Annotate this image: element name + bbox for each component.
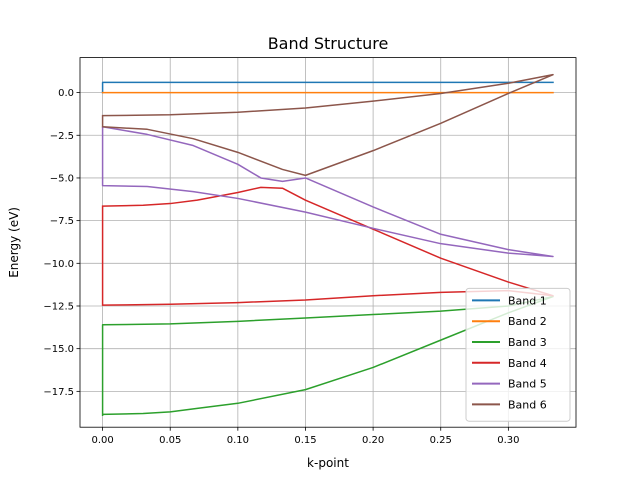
legend-label: Band 1	[508, 294, 547, 307]
legend-label: Band 4	[508, 357, 547, 370]
axes-frame	[79, 57, 577, 428]
y-tick-label: 0.0	[58, 88, 74, 99]
y-tick-label: −7.5	[50, 216, 74, 227]
x-tick-label: 0.00	[91, 435, 113, 446]
y-tick-label: −10.0	[43, 259, 74, 270]
x-tick-label: 0.15	[294, 435, 316, 446]
y-tick-label: −15.0	[43, 344, 74, 355]
y-tick-label: −12.5	[43, 301, 74, 312]
band-4-line	[101, 186, 554, 306]
band-5-line	[101, 125, 554, 258]
y-tick-label: −2.5	[50, 131, 74, 142]
x-tick-label: 0.10	[227, 435, 249, 446]
legend: Band 1 Band 2 Band 3 Band 4 Band 5 Band 6	[465, 287, 571, 422]
band-6-line	[101, 73, 554, 177]
legend-label: Band 5	[508, 378, 547, 391]
legend-label: Band 3	[508, 336, 547, 349]
x-tick-label: 0.20	[362, 435, 384, 446]
chart-title: Band Structure	[268, 34, 389, 53]
x-tick-label: 0.30	[497, 435, 519, 446]
axis-ticks: 0.00 0.05 0.10 0.15 0.20 0.25 0.30 0.0 −2.5 −5.0 −…	[43, 88, 519, 446]
band-1-line	[101, 81, 554, 94]
legend-label: Band 6	[508, 398, 547, 411]
y-tick-label: −5.0	[50, 173, 74, 184]
y-tick-label: −17.5	[43, 387, 74, 398]
y-axis-label: Energy (eV)	[7, 207, 21, 278]
x-tick-label: 0.25	[430, 435, 452, 446]
x-tick-label: 0.05	[159, 435, 181, 446]
x-axis-label: k-point	[307, 456, 349, 470]
legend-label: Band 2	[508, 315, 547, 328]
